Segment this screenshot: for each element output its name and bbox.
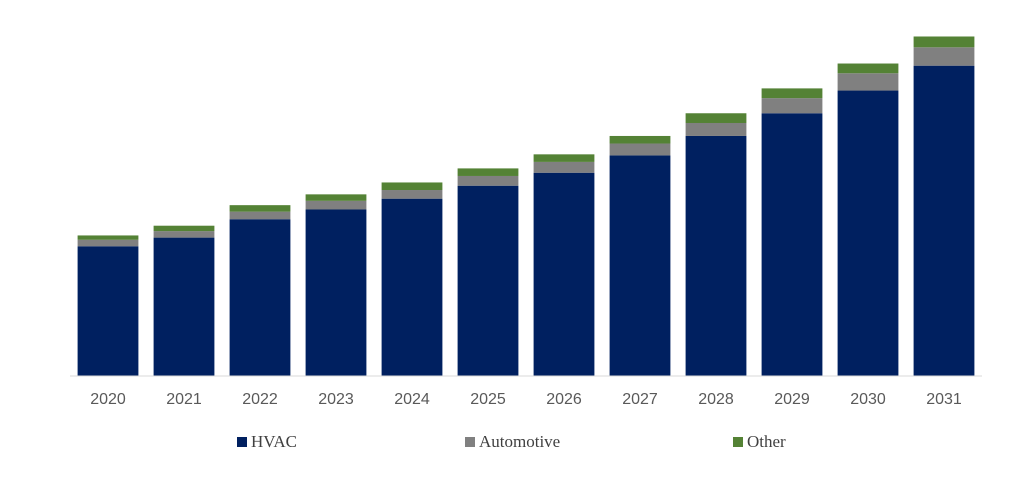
legend-swatch-other xyxy=(733,437,743,447)
bar-hvac-2030 xyxy=(837,90,899,377)
bar-automotive-2021 xyxy=(153,231,215,238)
bar-other-2030 xyxy=(837,63,899,74)
bar-automotive-2025 xyxy=(457,175,519,186)
bar-other-2031 xyxy=(913,36,975,48)
bar-hvac-2031 xyxy=(913,65,975,377)
legend-item-automotive: Automotive xyxy=(465,432,560,451)
bar-automotive-2031 xyxy=(913,47,975,66)
bar-hvac-2021 xyxy=(153,237,215,376)
bar-hvac-2020 xyxy=(77,246,139,376)
bar-other-2025 xyxy=(457,168,519,176)
legend-item-hvac: HVAC xyxy=(237,432,297,451)
bar-automotive-2024 xyxy=(381,190,443,199)
x-tick-labels: 2020 2021 2022 2023 2024 2025 2026 2027 2028 2029… xyxy=(90,391,962,408)
bar-other-2021 xyxy=(153,225,215,232)
x-tick-label: 2020 xyxy=(90,391,126,408)
legend-swatch-hvac xyxy=(237,437,247,447)
bar-other-2027 xyxy=(609,135,671,144)
legend-label-automotive: Automotive xyxy=(479,432,560,451)
bar-automotive-2023 xyxy=(305,200,367,210)
x-tick-label: 2028 xyxy=(698,391,734,408)
x-tick-label: 2027 xyxy=(622,391,658,408)
x-tick-label: 2026 xyxy=(546,391,582,408)
legend: HVAC Automotive Other xyxy=(237,432,786,451)
bar-automotive-2028 xyxy=(685,122,747,136)
x-tick-label: 2023 xyxy=(318,391,354,408)
bar-hvac-2023 xyxy=(305,209,367,376)
bars-group xyxy=(77,36,975,377)
x-tick-label: 2021 xyxy=(166,391,202,408)
bar-automotive-2029 xyxy=(761,98,823,114)
bar-other-2029 xyxy=(761,88,823,99)
bar-other-2020 xyxy=(77,235,139,240)
bar-hvac-2024 xyxy=(381,198,443,376)
legend-item-other: Other xyxy=(733,432,786,451)
bar-automotive-2030 xyxy=(837,73,899,91)
bar-automotive-2022 xyxy=(229,211,291,220)
x-tick-label: 2022 xyxy=(242,391,278,408)
legend-swatch-automotive xyxy=(465,437,475,447)
bar-hvac-2028 xyxy=(685,135,747,376)
x-tick-label: 2024 xyxy=(394,391,430,408)
bar-automotive-2027 xyxy=(609,143,671,156)
bar-other-2024 xyxy=(381,182,443,191)
bar-hvac-2026 xyxy=(533,172,595,376)
bar-hvac-2022 xyxy=(229,219,291,376)
bar-other-2028 xyxy=(685,113,747,123)
x-tick-label: 2031 xyxy=(926,391,962,408)
bar-other-2023 xyxy=(305,194,367,201)
legend-label-hvac: HVAC xyxy=(251,432,297,451)
bar-hvac-2029 xyxy=(761,113,823,376)
bar-hvac-2025 xyxy=(457,185,519,376)
bar-automotive-2026 xyxy=(533,161,595,173)
x-tick-label: 2029 xyxy=(774,391,810,408)
bar-hvac-2027 xyxy=(609,155,671,376)
x-tick-label: 2025 xyxy=(470,391,506,408)
x-tick-label: 2030 xyxy=(850,391,886,408)
bar-automotive-2020 xyxy=(77,239,139,247)
bar-other-2022 xyxy=(229,205,291,212)
bar-other-2026 xyxy=(533,154,595,162)
legend-label-other: Other xyxy=(747,432,786,451)
